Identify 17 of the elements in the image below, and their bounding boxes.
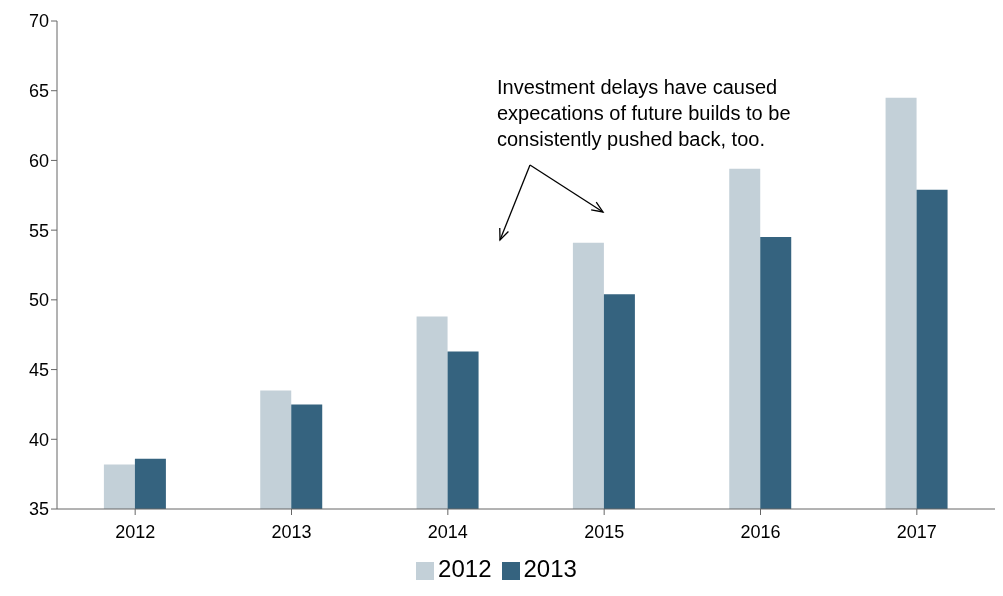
legend-label: 2012	[438, 555, 492, 582]
y-tick-label: 65	[28, 81, 49, 102]
x-tick-label: 2015	[584, 521, 625, 542]
x-tick-label: 2013	[271, 521, 312, 542]
x-tick-label: 2012	[115, 521, 156, 542]
y-tick-label: 60	[28, 150, 49, 171]
x-tick-label: 2016	[740, 521, 781, 542]
y-tick-label: 50	[28, 290, 49, 311]
x-tick-label: 2014	[427, 521, 468, 542]
annotation: Investment delays have caused expecations of future builds to be consistently pushed back, too.	[497, 75, 792, 152]
y-tick-label: 45	[28, 359, 49, 380]
y-tick-label: 40	[28, 429, 49, 450]
x-tick-label: 2017	[896, 521, 937, 542]
legend-label: 2013	[523, 555, 577, 582]
y-tick-label: 55	[28, 220, 49, 241]
y-tick-label: 35	[28, 499, 49, 520]
y-tick-label: 70	[28, 11, 49, 32]
